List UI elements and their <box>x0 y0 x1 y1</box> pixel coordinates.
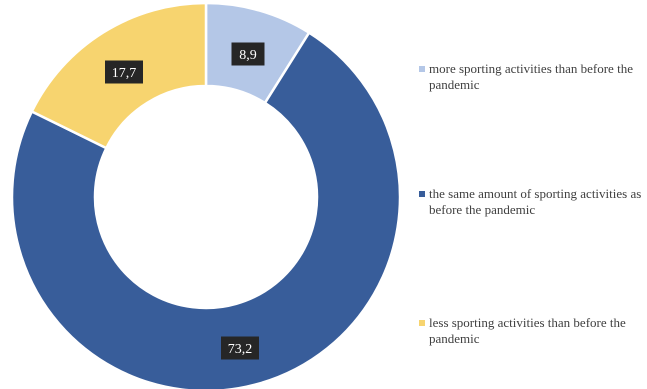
data-label-box-more <box>231 42 265 66</box>
legend-item-more: more sporting activities than before the… <box>419 61 647 93</box>
legend-label-less: less sporting activities than before the… <box>429 315 626 346</box>
data-label-less: 17,7 <box>105 60 143 84</box>
data-label-box-same <box>221 336 259 360</box>
data-label-same: 73,2 <box>221 336 259 360</box>
data-label-text-same: 73,2 <box>228 342 253 357</box>
legend-label-more: more sporting activities than before the… <box>429 61 633 92</box>
legend-item-same: the same amount of sporting activities a… <box>419 186 647 218</box>
legend-item-less: less sporting activities than before the… <box>419 315 647 347</box>
slice-same <box>10 30 402 389</box>
data-label-box-less <box>105 60 143 84</box>
legend-swatch-more <box>419 66 425 72</box>
data-label-more: 8,9 <box>231 42 265 66</box>
legend-swatch-less <box>419 320 425 326</box>
data-label-text-more: 8,9 <box>239 48 257 63</box>
data-label-text-less: 17,7 <box>112 66 137 81</box>
legend-swatch-same <box>419 191 425 197</box>
legend-label-same: the same amount of sporting activities a… <box>429 186 642 217</box>
